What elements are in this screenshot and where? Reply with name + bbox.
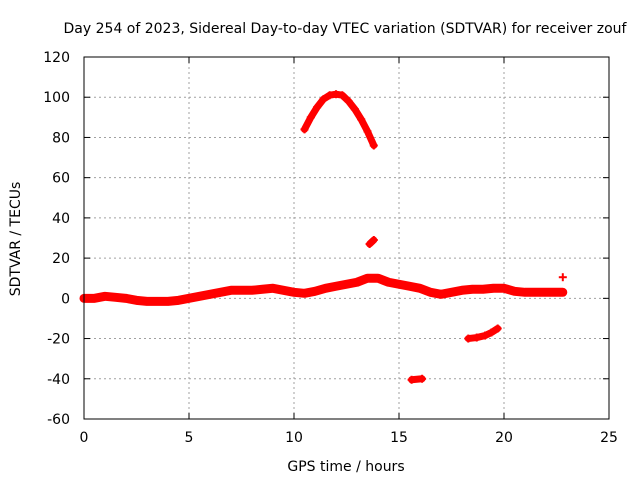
data-point — [357, 115, 366, 124]
data-point — [132, 296, 141, 305]
x-tick-label: 20 — [495, 430, 513, 446]
data-point — [290, 288, 298, 297]
data-point — [407, 375, 416, 384]
data-point — [531, 288, 540, 297]
data-point — [558, 273, 567, 282]
data-point — [479, 285, 487, 294]
data-point — [332, 282, 340, 291]
series-main-band — [79, 273, 568, 306]
data-point — [164, 297, 172, 306]
data-point — [319, 95, 328, 104]
x-tick-label: 10 — [285, 430, 303, 446]
x-tick-label: 5 — [185, 430, 194, 446]
data-layer — [79, 90, 568, 384]
series-isolated-point — [558, 273, 567, 282]
series-segment-minus-20 — [464, 324, 502, 343]
data-point — [300, 125, 309, 134]
data-point — [111, 293, 120, 302]
data-point — [472, 333, 481, 342]
data-point — [195, 292, 204, 301]
y-tick-label: 40 — [52, 211, 70, 227]
data-point — [353, 278, 361, 287]
data-point — [416, 284, 424, 293]
data-point — [300, 289, 309, 298]
data-point — [487, 328, 496, 337]
data-point — [350, 105, 359, 114]
ticks-layer: 0 5 10 15 20 25 -60 -40 -20 0 20 40 60 80 100 120 — [43, 50, 618, 446]
plot-frame — [83, 56, 610, 420]
data-point — [369, 236, 378, 245]
data-point — [311, 287, 319, 296]
data-point — [384, 278, 393, 287]
data-point — [153, 297, 162, 306]
data-point — [279, 286, 288, 295]
data-point — [374, 274, 382, 283]
data-point — [500, 284, 508, 293]
data-point — [468, 285, 477, 294]
y-tick-label: 0 — [61, 291, 70, 307]
data-point — [464, 334, 473, 343]
data-point — [493, 324, 502, 333]
data-point — [90, 294, 99, 303]
data-point — [185, 294, 193, 303]
data-point — [122, 294, 130, 303]
data-point — [521, 288, 529, 297]
data-point — [481, 331, 490, 340]
data-point — [216, 288, 225, 297]
y-tick-label: -20 — [47, 332, 70, 348]
data-point — [489, 284, 498, 293]
data-point — [363, 127, 372, 136]
data-point — [248, 286, 256, 295]
data-point — [542, 288, 550, 297]
data-point — [321, 284, 330, 293]
x-axis-label: GPS time / hours — [287, 459, 404, 475]
data-point — [458, 286, 466, 295]
data-point — [325, 91, 334, 100]
data-point — [405, 282, 414, 291]
data-point — [344, 97, 353, 106]
data-point — [237, 286, 246, 295]
data-point — [395, 280, 403, 289]
y-tick-label: 100 — [43, 90, 70, 106]
data-point — [258, 285, 267, 294]
data-point — [174, 296, 183, 305]
y-tick-label: 80 — [52, 130, 70, 146]
data-point — [143, 297, 151, 306]
data-point — [418, 374, 427, 383]
data-point — [558, 288, 567, 297]
y-tick-label: 20 — [52, 251, 70, 267]
x-tick-label: 25 — [600, 430, 618, 446]
data-point — [269, 284, 277, 293]
data-point — [510, 287, 519, 296]
y-tick-label: -60 — [47, 412, 70, 428]
data-point — [342, 280, 351, 289]
data-point — [447, 288, 456, 297]
data-point — [426, 288, 435, 297]
data-point — [363, 274, 372, 283]
data-point — [306, 113, 315, 122]
data-point — [227, 286, 235, 295]
data-point — [437, 290, 445, 299]
data-point — [338, 91, 347, 100]
data-point — [369, 141, 378, 150]
data-point — [101, 292, 109, 301]
series-short-segment-28 — [365, 236, 378, 249]
x-tick-label: 15 — [390, 430, 408, 446]
y-tick-label: -40 — [47, 372, 70, 388]
chart-title: Day 254 of 2023, Sidereal Day-to-day VTE… — [64, 21, 628, 37]
y-axis-label: SDTVAR / TECUs — [8, 182, 24, 297]
x-tick-label: 0 — [80, 430, 89, 446]
data-point — [365, 240, 374, 249]
data-point — [332, 90, 340, 99]
y-tick-label: 120 — [43, 50, 70, 66]
series-segment-minus-40 — [407, 374, 427, 384]
series-arc — [300, 90, 378, 150]
grid-layer — [84, 57, 609, 419]
y-tick-label: 60 — [52, 171, 70, 187]
data-point — [313, 103, 322, 112]
data-point — [206, 290, 214, 299]
